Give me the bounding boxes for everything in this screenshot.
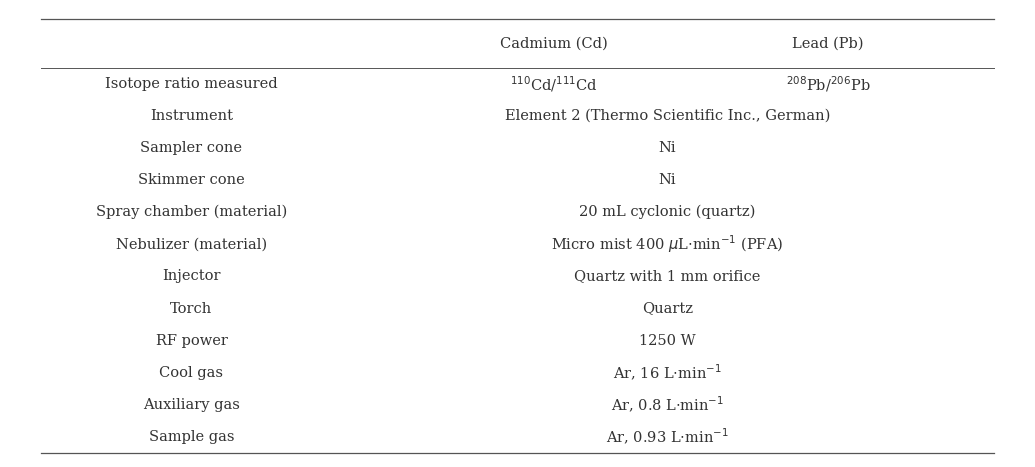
- Text: Skimmer cone: Skimmer cone: [138, 173, 245, 187]
- Text: Injector: Injector: [162, 269, 220, 283]
- Text: Ar, 0.8 L$\cdot$min$^{-1}$: Ar, 0.8 L$\cdot$min$^{-1}$: [611, 395, 724, 415]
- Text: 20 mL cyclonic (quartz): 20 mL cyclonic (quartz): [580, 205, 756, 219]
- Text: Quartz: Quartz: [642, 302, 693, 316]
- Text: Isotope ratio measured: Isotope ratio measured: [106, 77, 277, 91]
- Text: Cool gas: Cool gas: [159, 366, 224, 380]
- Text: Element 2 (Thermo Scientific Inc., German): Element 2 (Thermo Scientific Inc., Germa…: [505, 109, 830, 123]
- Text: Instrument: Instrument: [150, 109, 233, 123]
- Text: Spray chamber (material): Spray chamber (material): [96, 205, 287, 219]
- Text: Micro mist 400 $\mu$L$\cdot$min$^{-1}$ (PFA): Micro mist 400 $\mu$L$\cdot$min$^{-1}$ (…: [552, 234, 783, 255]
- Text: Sample gas: Sample gas: [149, 430, 234, 444]
- Text: Lead (Pb): Lead (Pb): [792, 36, 864, 50]
- Text: Ar, 16 L$\cdot$min$^{-1}$: Ar, 16 L$\cdot$min$^{-1}$: [613, 363, 722, 383]
- Text: Sampler cone: Sampler cone: [141, 141, 242, 155]
- Text: Ni: Ni: [658, 173, 677, 187]
- Text: $^{208}$Pb/$^{206}$Pb: $^{208}$Pb/$^{206}$Pb: [786, 74, 870, 93]
- Text: Auxiliary gas: Auxiliary gas: [143, 398, 240, 412]
- Text: Cadmium (Cd): Cadmium (Cd): [500, 36, 608, 50]
- Text: 1250 W: 1250 W: [640, 333, 696, 347]
- Text: Quartz with 1 mm orifice: Quartz with 1 mm orifice: [574, 269, 761, 283]
- Text: Ar, 0.93 L$\cdot$min$^{-1}$: Ar, 0.93 L$\cdot$min$^{-1}$: [607, 427, 729, 447]
- Text: $^{110}$Cd/$^{111}$Cd: $^{110}$Cd/$^{111}$Cd: [509, 74, 598, 93]
- Text: RF power: RF power: [155, 333, 228, 347]
- Text: Nebulizer (material): Nebulizer (material): [116, 237, 267, 251]
- Text: Ni: Ni: [658, 141, 677, 155]
- Text: Torch: Torch: [171, 302, 212, 316]
